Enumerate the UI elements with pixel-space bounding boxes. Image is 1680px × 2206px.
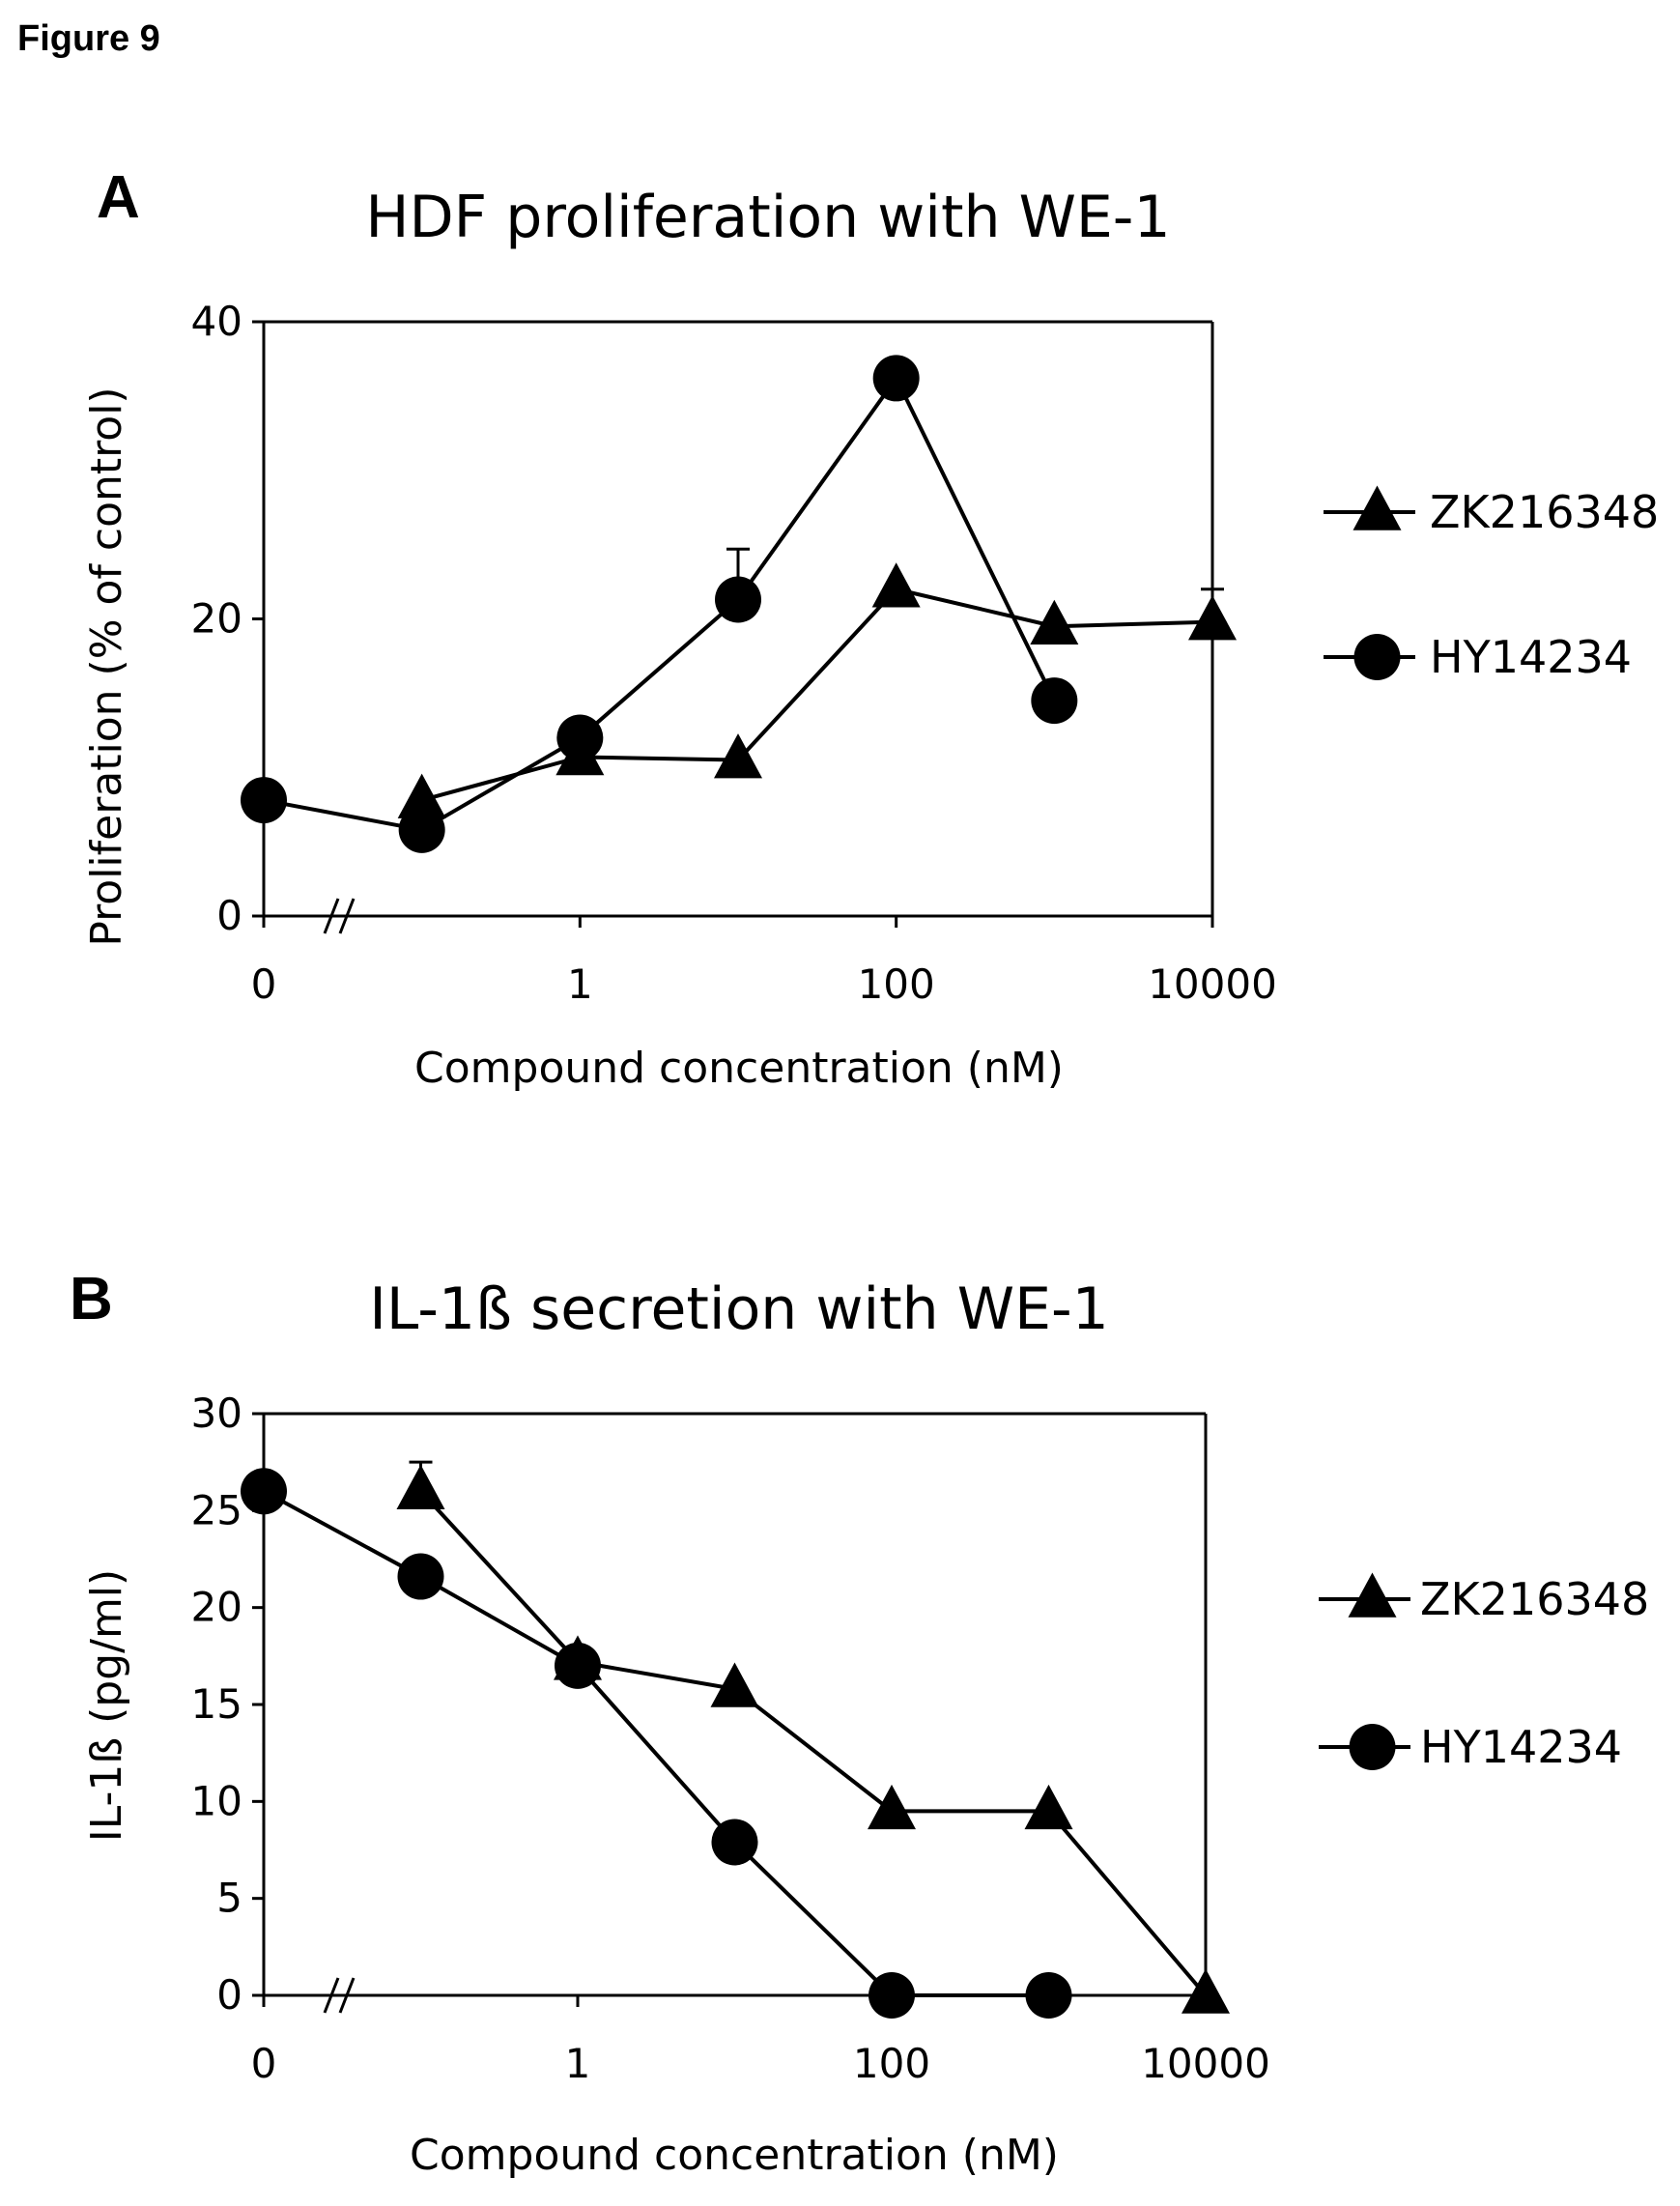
series-hy14234-point <box>872 355 920 402</box>
chart-b-x-axis-title: Compound concentration (nM) <box>410 2131 1059 2180</box>
legend-zk216348-label: ZK216348 <box>1430 486 1659 538</box>
chart-a-y-tick-label: 20 <box>191 595 242 643</box>
series-hy14234-point <box>398 806 445 853</box>
legend-hy14234-label: HY14234 <box>1420 1721 1622 1773</box>
series-hy14234-point <box>1031 677 1078 725</box>
chart-b-y-tick-label: 10 <box>191 1777 242 1824</box>
series-hy14234-line <box>263 1489 1049 1997</box>
series-zk216348-point <box>1188 595 1237 641</box>
series-zk216348-line <box>419 1489 1208 1997</box>
chart-b-x-tick-label: 10000 <box>1141 2040 1270 2087</box>
chart-b-y-tick-label: 15 <box>191 1680 242 1728</box>
legend-zk216348-marker <box>1353 485 1402 530</box>
series-zk216348-point <box>868 1784 916 1830</box>
chart-b-axis-break-mark <box>338 1977 356 2014</box>
series-hy14234-point <box>555 1642 601 1689</box>
series-zk216348-point <box>396 1464 445 1510</box>
chart-a-axis-break-mark <box>323 898 340 934</box>
chart-a-y-tick-label: 0 <box>216 892 242 939</box>
series-hy14234-point <box>556 714 604 761</box>
series-hy14234-point <box>715 576 761 623</box>
panel-a: A HDF proliferation with WE-1 0 20 40 0 1 100… <box>82 164 1659 1093</box>
panel-letter-b: B <box>70 1266 113 1332</box>
legend-zk216348-marker <box>1348 1572 1397 1618</box>
legend-hy14234-marker <box>1353 634 1401 680</box>
figure-title: Figure 9 <box>17 18 160 59</box>
series-hy14234-point <box>241 777 287 824</box>
series-hy14234-point <box>241 1468 287 1515</box>
legend-hy14234-label: HY14234 <box>1430 631 1632 683</box>
legend-zk216348-label: ZK216348 <box>1420 1573 1649 1625</box>
chart-a-x-tick-label: 0 <box>251 960 277 1008</box>
chart-a-x-tick-label: 1 <box>567 960 593 1008</box>
series-hy14234-line <box>263 374 1057 832</box>
series-hy14234-point <box>397 1553 444 1600</box>
chart-a-x-axis-title: Compound concentration (nM) <box>414 1044 1064 1093</box>
chart-b-y-tick-label: 30 <box>191 1389 242 1437</box>
panel-letter-a: A <box>97 164 140 231</box>
chart-a-x-tick-label: 10000 <box>1148 960 1277 1008</box>
chart-b-axis-break-mark <box>323 1977 340 2014</box>
series-zk216348-point <box>714 733 762 779</box>
chart-b-y-tick-label: 20 <box>191 1584 242 1631</box>
series-zk216348-line <box>421 587 1213 803</box>
series-zk216348-point <box>871 562 921 608</box>
panel-b: B IL-1ß secretion with WE-1 051015202530… <box>70 1266 1649 2180</box>
chart-b-x-tick-label: 0 <box>251 2040 277 2087</box>
chart-b-y-tick-label: 25 <box>191 1486 242 1533</box>
chart-b-plot: 0 5 10 15 20 25 30 0 1 100 10000 <box>191 1389 1270 2087</box>
legend-hy14234-marker <box>1349 1724 1396 1770</box>
chart-b-x-tick-label: 100 <box>853 2040 930 2087</box>
chart-a-y-tick-label: 40 <box>191 298 242 345</box>
series-hy14234-point <box>711 1819 758 1866</box>
series-zk216348-point <box>1182 1968 1230 2014</box>
chart-b-y-tick-label: 0 <box>216 1971 242 2019</box>
chart-a-axis-break-mark <box>338 898 356 934</box>
chart-b-x-tick-label: 1 <box>565 2040 591 2087</box>
chart-a-plot: 0 20 40 0 1 100 10000 <box>191 298 1277 1008</box>
chart-b-y-tick-label: 5 <box>216 1875 242 1922</box>
chart-a-title: HDF proliferation with WE-1 <box>365 184 1170 251</box>
chart-a-legend: ZK216348 HY14234 <box>1324 485 1659 683</box>
chart-b-y-axis-title: IL-1ß (pg/ml) <box>82 1569 131 1842</box>
chart-b-legend: ZK216348 HY14234 <box>1319 1572 1649 1773</box>
chart-b-title: IL-1ß secretion with WE-1 <box>369 1275 1109 1343</box>
series-hy14234-point <box>1025 1972 1072 2019</box>
series-zk216348-point <box>1024 1784 1073 1830</box>
series-zk216348-point <box>1030 599 1079 645</box>
chart-a-x-tick-label: 100 <box>858 960 935 1008</box>
chart-a-y-axis-title: Proliferation (% of control) <box>82 387 131 946</box>
series-hy14234-point <box>868 1972 915 2019</box>
series-zk216348-point <box>397 773 446 818</box>
series-zk216348-point <box>710 1662 759 1707</box>
